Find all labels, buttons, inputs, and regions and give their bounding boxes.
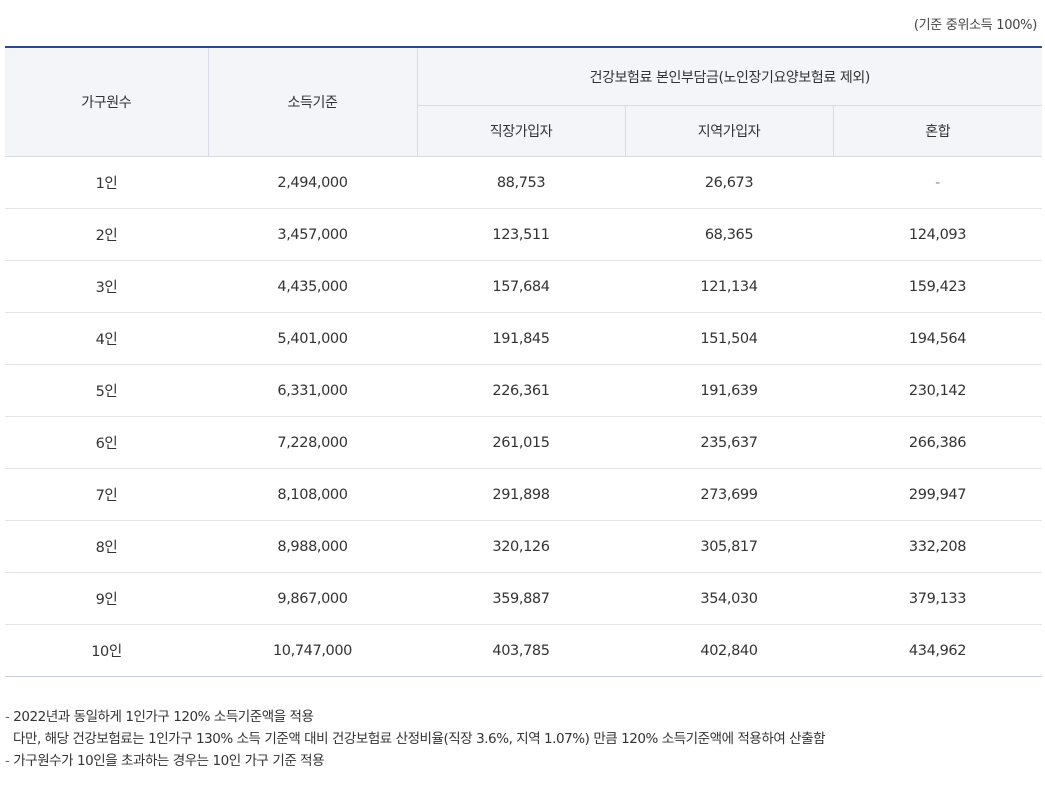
- table-header: 가구원수 소득기준 건강보험료 본인부담금(노인장기요양보험료 제외) 직장가입…: [5, 47, 1043, 157]
- cell-mixed: 379,133: [833, 572, 1043, 625]
- header-row: 가구원수 소득기준 건강보험료 본인부담금(노인장기요양보험료 제외): [5, 47, 1043, 157]
- cell-income: 8,108,000: [208, 468, 417, 521]
- cell-household: 1인: [5, 156, 208, 209]
- cell-income: 2,494,000: [208, 156, 417, 209]
- cell-regional: 151,504: [625, 312, 833, 365]
- table-row: 8인 8,988,000 320,126 305,817 332,208: [5, 520, 1043, 573]
- cell-household: 9인: [5, 572, 208, 625]
- footnote-1: - 2022년과 동일하게 1인가구 120% 소득기준액을 적용: [5, 706, 825, 728]
- header-premium-group: 건강보험료 본인부담금(노인장기요양보험료 제외): [416, 47, 1043, 106]
- cell-mixed: 266,386: [833, 416, 1043, 469]
- cell-employee: 261,015: [417, 416, 625, 469]
- footnote-2: - 가구원수가 10인을 초과하는 경우는 10인 가구 기준 적용: [5, 750, 825, 772]
- unit-note: (기준 중위소득 100%): [913, 18, 1037, 33]
- cell-income: 4,435,000: [208, 260, 417, 313]
- cell-income: 6,331,000: [208, 364, 417, 417]
- table-row: 6인 7,228,000 261,015 235,637 266,386: [5, 416, 1043, 469]
- header-regional: 지역가입자: [624, 105, 833, 157]
- cell-mixed: -: [833, 156, 1043, 209]
- footnote-dash: -: [5, 753, 10, 769]
- cell-income: 5,401,000: [208, 312, 417, 365]
- footnote-1-detail: 다만, 해당 건강보험료는 1인가구 130% 소득 기준액 대비 건강보험료 …: [5, 728, 825, 750]
- footnote-text: 2022년과 동일하게 1인가구 120% 소득기준액을 적용: [13, 709, 314, 725]
- table-row: 7인 8,108,000 291,898 273,699 299,947: [5, 468, 1043, 521]
- cell-mixed: 299,947: [833, 468, 1043, 521]
- cell-regional: 273,699: [625, 468, 833, 521]
- cell-regional: 26,673: [625, 156, 833, 209]
- table-row: 1인 2,494,000 88,753 26,673 -: [5, 156, 1043, 209]
- header-income: 소득기준: [207, 47, 417, 157]
- cell-employee: 291,898: [417, 468, 625, 521]
- cell-household: 6인: [5, 416, 208, 469]
- cell-mixed: 230,142: [833, 364, 1043, 417]
- cell-household: 2인: [5, 208, 208, 261]
- cell-regional: 305,817: [625, 520, 833, 573]
- cell-employee: 191,845: [417, 312, 625, 365]
- table-row: 9인 9,867,000 359,887 354,030 379,133: [5, 572, 1043, 625]
- cell-employee: 123,511: [417, 208, 625, 261]
- cell-regional: 354,030: [625, 572, 833, 625]
- cell-regional: 402,840: [625, 624, 833, 677]
- cell-household: 10인: [5, 624, 208, 677]
- cell-household: 5인: [5, 364, 208, 417]
- cell-regional: 235,637: [625, 416, 833, 469]
- cell-regional: 191,639: [625, 364, 833, 417]
- table-row: 10인 10,747,000 403,785 402,840 434,962: [5, 624, 1043, 677]
- footnote-text: 가구원수가 10인을 초과하는 경우는 10인 가구 기준 적용: [13, 753, 325, 769]
- cell-mixed: 159,423: [833, 260, 1043, 313]
- table-row: 2인 3,457,000 123,511 68,365 124,093: [5, 208, 1043, 261]
- cell-household: 7인: [5, 468, 208, 521]
- footnotes: - 2022년과 동일하게 1인가구 120% 소득기준액을 적용 다만, 해당…: [5, 706, 825, 772]
- cell-household: 8인: [5, 520, 208, 573]
- cell-mixed: 434,962: [833, 624, 1043, 677]
- premium-table-container: 가구원수 소득기준 건강보험료 본인부담금(노인장기요양보험료 제외) 직장가입…: [5, 46, 1043, 677]
- cell-employee: 359,887: [417, 572, 625, 625]
- header-household: 가구원수: [5, 47, 208, 157]
- header-subrow: 직장가입자 지역가입자 혼합: [5, 105, 1043, 157]
- cell-mixed: 332,208: [833, 520, 1043, 573]
- cell-mixed: 124,093: [833, 208, 1043, 261]
- table-row: 5인 6,331,000 226,361 191,639 230,142: [5, 364, 1043, 417]
- cell-household: 4인: [5, 312, 208, 365]
- cell-employee: 157,684: [417, 260, 625, 313]
- cell-employee: 226,361: [417, 364, 625, 417]
- footnote-text: 다만, 해당 건강보험료는 1인가구 130% 소득 기준액 대비 건강보험료 …: [13, 731, 826, 747]
- cell-income: 9,867,000: [208, 572, 417, 625]
- table-row: 4인 5,401,000 191,845 151,504 194,564: [5, 312, 1043, 365]
- table-row: 3인 4,435,000 157,684 121,134 159,423: [5, 260, 1043, 313]
- premium-table: 가구원수 소득기준 건강보험료 본인부담금(노인장기요양보험료 제외) 직장가입…: [5, 46, 1043, 677]
- cell-regional: 121,134: [625, 260, 833, 313]
- cell-household: 3인: [5, 260, 208, 313]
- footnote-dash: -: [5, 709, 10, 725]
- cell-income: 3,457,000: [208, 208, 417, 261]
- cell-employee: 320,126: [417, 520, 625, 573]
- cell-employee: 88,753: [417, 156, 625, 209]
- cell-income: 10,747,000: [208, 624, 417, 677]
- header-mixed: 혼합: [832, 105, 1043, 157]
- table-body: 1인 2,494,000 88,753 26,673 - 2인 3,457,00…: [5, 156, 1043, 677]
- cell-mixed: 194,564: [833, 312, 1043, 365]
- header-employee: 직장가입자: [416, 105, 625, 157]
- cell-regional: 68,365: [625, 208, 833, 261]
- cell-income: 8,988,000: [208, 520, 417, 573]
- cell-income: 7,228,000: [208, 416, 417, 469]
- cell-employee: 403,785: [417, 624, 625, 677]
